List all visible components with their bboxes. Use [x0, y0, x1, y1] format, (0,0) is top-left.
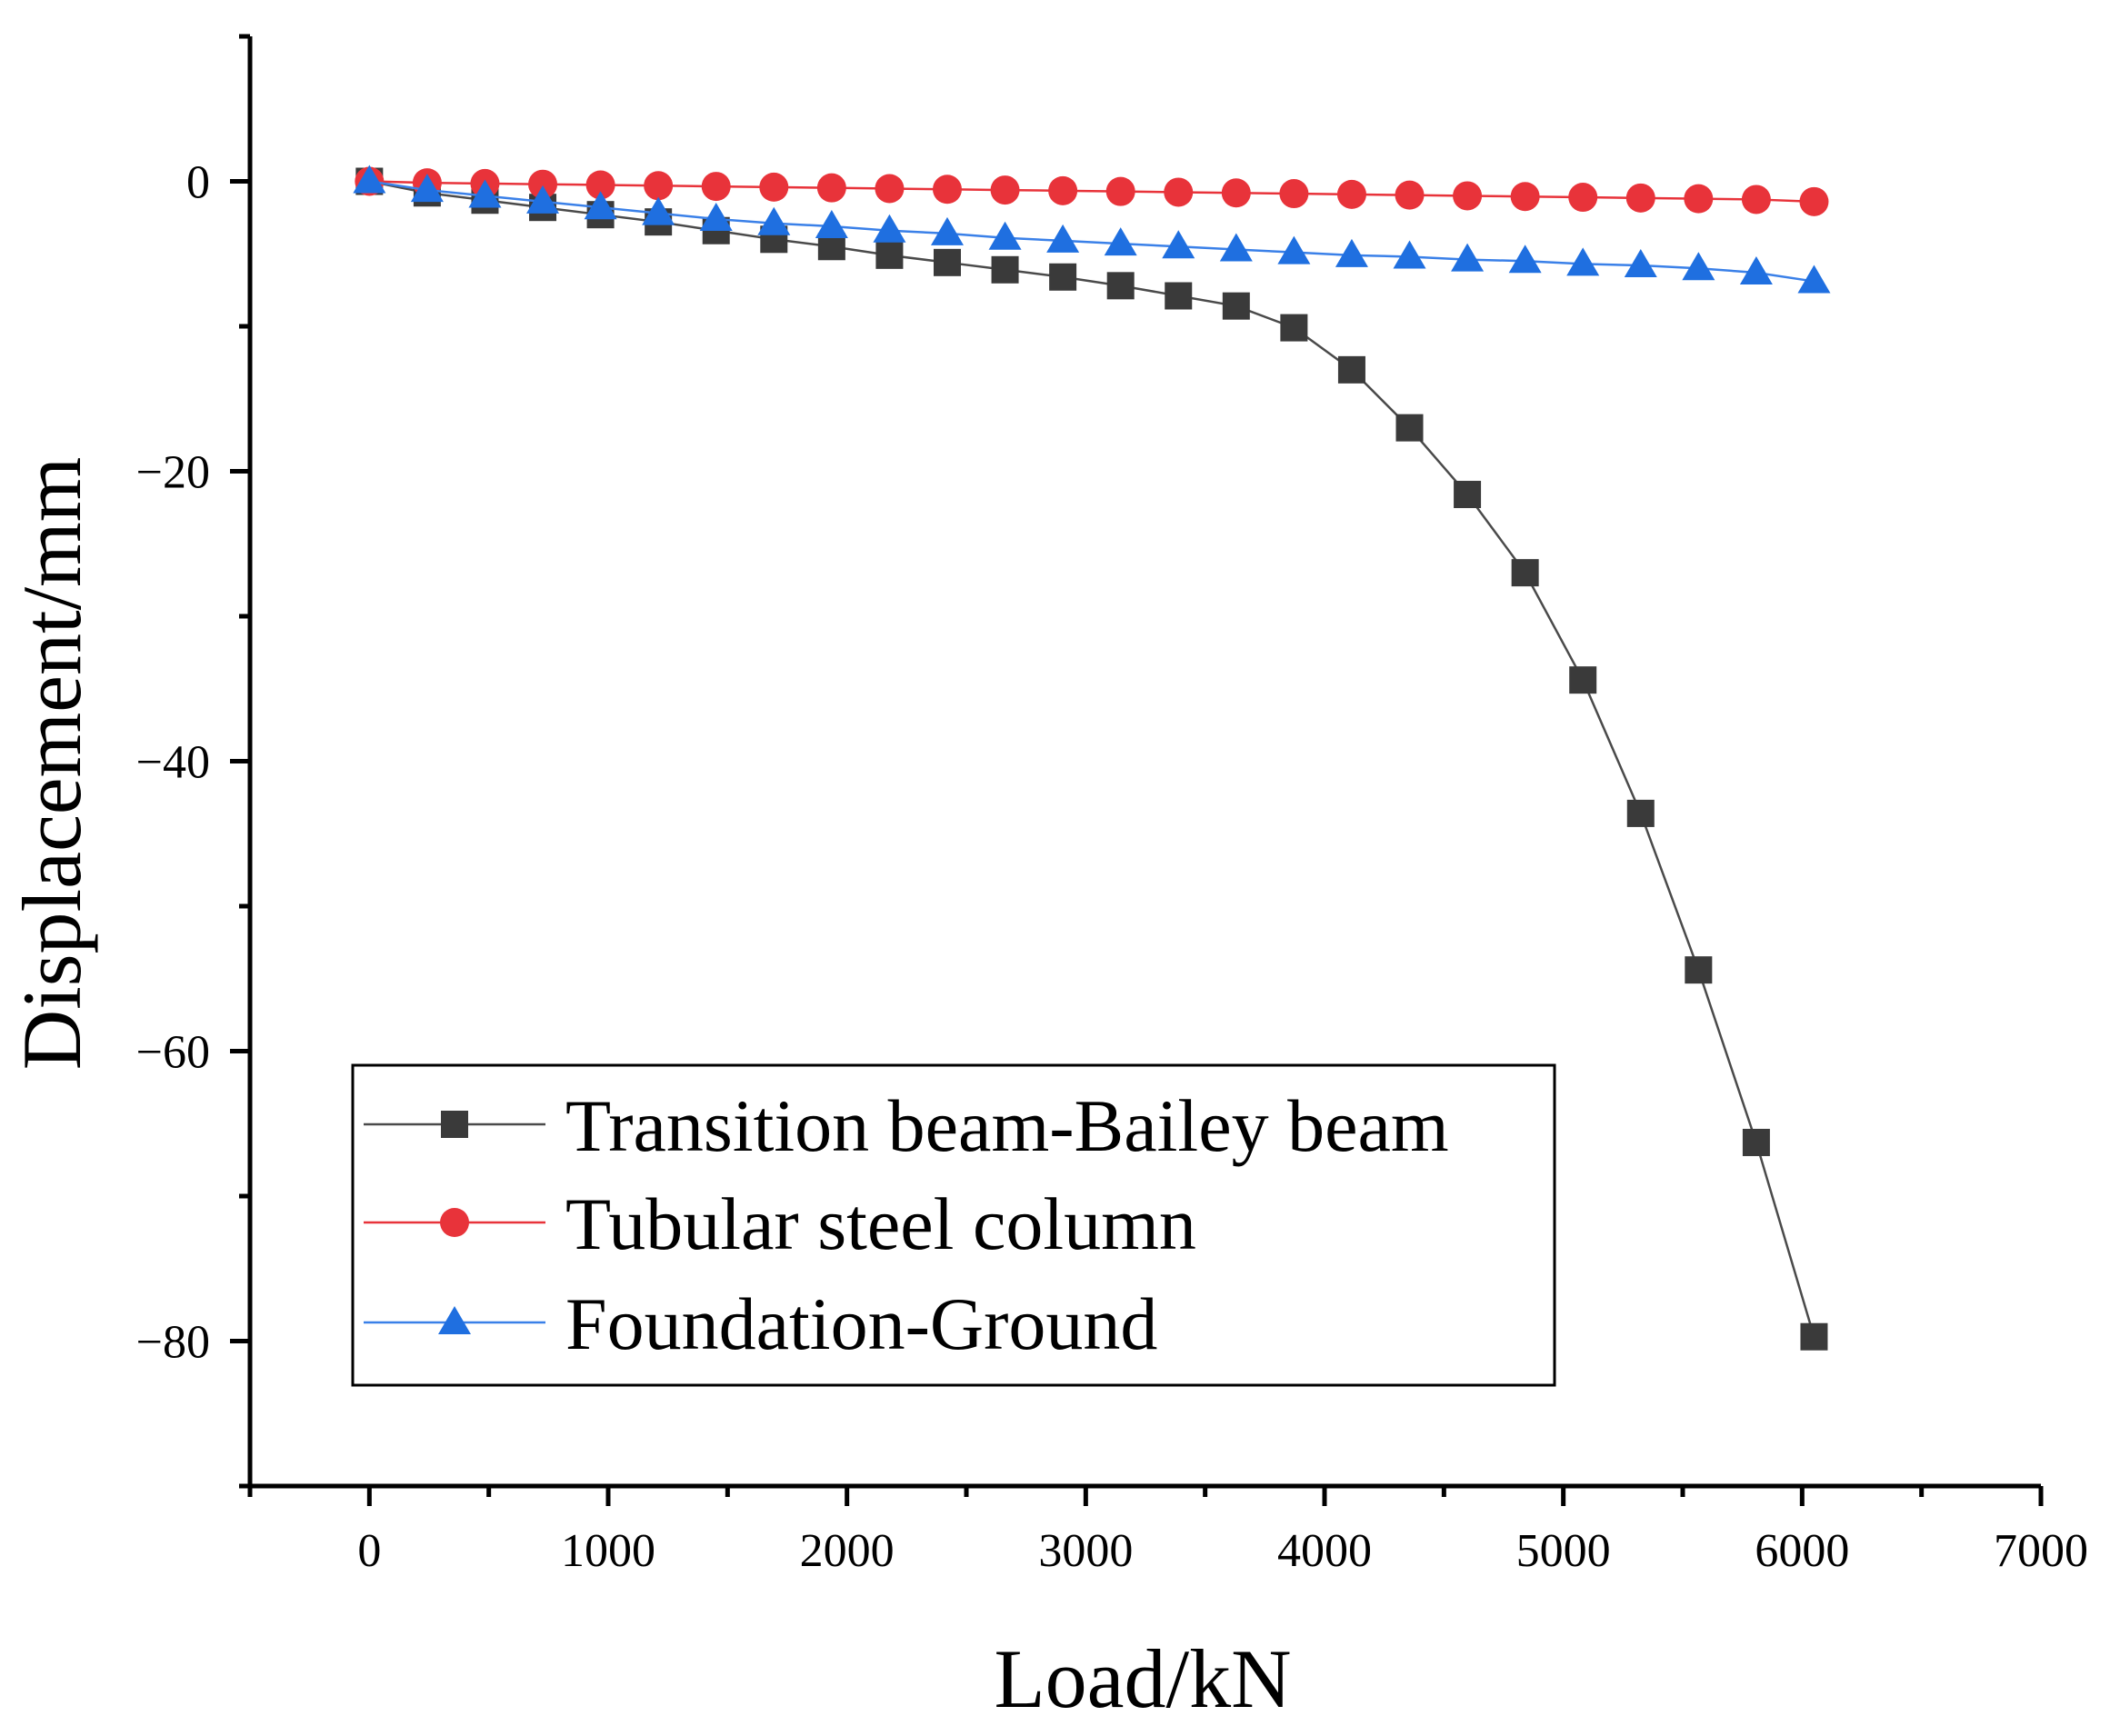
- data-point-foundation-ground: [757, 206, 791, 235]
- data-point-tubular-steel-column: [1279, 179, 1309, 209]
- data-point-transition-beam-bailey-beam: [991, 255, 1019, 284]
- data-point-tubular-steel-column: [990, 175, 1020, 205]
- y-tick-label: −60: [136, 1027, 210, 1079]
- axes: 0 −20 −40 −60 −80 0 1000 2000 3000 4000 5000 6000 70…: [136, 34, 2088, 1577]
- data-point-tubular-steel-column: [528, 169, 558, 199]
- data-point-tubular-steel-column: [1453, 181, 1483, 211]
- data-point-transition-beam-bailey-beam: [1280, 314, 1308, 342]
- x-tick-label: 6000: [1755, 1525, 1849, 1577]
- data-point-foundation-ground: [1797, 264, 1831, 294]
- data-point-transition-beam-bailey-beam: [1800, 1322, 1828, 1351]
- data-point-foundation-ground: [1451, 243, 1485, 272]
- data-point-transition-beam-bailey-beam: [1106, 272, 1135, 300]
- series-foundation-ground: [353, 165, 1831, 294]
- data-point-tubular-steel-column: [1336, 179, 1366, 209]
- y-tick-label: 0: [186, 157, 210, 209]
- data-point-foundation-ground: [1508, 244, 1542, 274]
- x-tick-label: 4000: [1277, 1525, 1372, 1577]
- data-point-foundation-ground: [1566, 247, 1600, 276]
- data-point-foundation-ground: [410, 174, 444, 203]
- data-point-transition-beam-bailey-beam: [1626, 799, 1655, 827]
- data-point-tubular-steel-column: [1048, 175, 1078, 205]
- data-point-tubular-steel-column: [875, 174, 905, 204]
- data-point-transition-beam-bailey-beam: [1165, 282, 1193, 310]
- data-point-foundation-ground: [988, 221, 1022, 250]
- x-tick-label: 5000: [1516, 1525, 1611, 1577]
- x-tick-label: 7000: [1994, 1525, 2088, 1577]
- data-point-foundation-ground: [1335, 238, 1368, 267]
- y-tick-label: −40: [136, 737, 210, 789]
- x-tick-label: 3000: [1038, 1525, 1133, 1577]
- data-point-foundation-ground: [642, 196, 675, 225]
- data-point-tubular-steel-column: [585, 170, 615, 200]
- x-tick-label: 0: [357, 1525, 381, 1577]
- x-axis-title: Load/kN: [994, 1632, 1291, 1725]
- data-point-tubular-steel-column: [1164, 177, 1194, 207]
- data-point-tubular-steel-column: [701, 172, 731, 202]
- data-point-transition-beam-bailey-beam: [1454, 481, 1482, 509]
- data-point-transition-beam-bailey-beam: [1569, 666, 1597, 694]
- data-point-tubular-steel-column: [932, 175, 962, 205]
- series-layer: [353, 165, 1831, 1351]
- data-point-tubular-steel-column: [816, 173, 846, 203]
- data-point-foundation-ground: [873, 214, 906, 243]
- data-point-tubular-steel-column: [1625, 183, 1655, 213]
- data-point-foundation-ground: [699, 202, 733, 231]
- data-point-foundation-ground: [584, 191, 617, 220]
- legend-marker-tubular-steel-column: [440, 1208, 469, 1237]
- data-point-tubular-steel-column: [1221, 178, 1251, 208]
- data-point-tubular-steel-column: [1510, 182, 1540, 212]
- data-point-foundation-ground: [1624, 249, 1657, 278]
- data-point-transition-beam-bailey-beam: [875, 241, 904, 269]
- data-point-tubular-steel-column: [1799, 186, 1829, 216]
- legend-marker-foundation-ground: [438, 1306, 471, 1334]
- data-point-foundation-ground: [815, 209, 848, 238]
- data-point-transition-beam-bailey-beam: [1395, 414, 1424, 442]
- legend: Transition beam-Bailey beam Tubular steel…: [351, 1063, 1556, 1387]
- data-point-transition-beam-bailey-beam: [933, 248, 961, 276]
- legend-marker-transition-beam-bailey-beam: [441, 1111, 468, 1138]
- data-point-foundation-ground: [1393, 240, 1426, 269]
- series-tubular-steel-column: [355, 166, 1829, 216]
- data-point-tubular-steel-column: [1568, 183, 1598, 213]
- data-point-foundation-ground: [1046, 224, 1080, 253]
- legend-label-transition-beam-bailey-beam: Transition beam-Bailey beam: [565, 1084, 1449, 1167]
- data-point-foundation-ground: [1104, 227, 1137, 256]
- y-axis-title: Displacement/mm: [5, 457, 98, 1071]
- data-point-foundation-ground: [1162, 230, 1195, 259]
- data-point-foundation-ground: [1219, 233, 1253, 262]
- legend-label-tubular-steel-column: Tubular steel column: [565, 1182, 1196, 1265]
- y-tick-label: −20: [136, 447, 210, 499]
- data-point-foundation-ground: [1739, 255, 1773, 284]
- y-tick-label: −80: [136, 1317, 210, 1369]
- data-point-transition-beam-bailey-beam: [1337, 355, 1365, 384]
- data-point-transition-beam-bailey-beam: [1511, 559, 1539, 587]
- data-point-transition-beam-bailey-beam: [1685, 956, 1713, 984]
- data-point-tubular-steel-column: [1684, 184, 1714, 214]
- data-point-foundation-ground: [930, 216, 964, 245]
- data-point-tubular-steel-column: [644, 171, 674, 201]
- legend-label-foundation-ground: Foundation-Ground: [565, 1282, 1157, 1365]
- legend-box: [351, 1063, 1556, 1387]
- data-point-transition-beam-bailey-beam: [1049, 263, 1077, 291]
- data-point-foundation-ground: [1277, 235, 1311, 264]
- data-point-tubular-steel-column: [1741, 185, 1771, 215]
- x-tick-label: 1000: [561, 1525, 655, 1577]
- data-point-foundation-ground: [1682, 252, 1715, 281]
- data-point-foundation-ground: [468, 179, 502, 208]
- data-point-foundation-ground: [353, 165, 386, 194]
- data-point-tubular-steel-column: [1105, 176, 1135, 206]
- data-point-tubular-steel-column: [1395, 180, 1425, 210]
- data-point-transition-beam-bailey-beam: [1222, 292, 1250, 320]
- data-point-foundation-ground: [526, 185, 560, 214]
- data-point-transition-beam-bailey-beam: [1742, 1128, 1770, 1156]
- data-point-tubular-steel-column: [759, 172, 789, 202]
- x-tick-label: 2000: [800, 1525, 895, 1577]
